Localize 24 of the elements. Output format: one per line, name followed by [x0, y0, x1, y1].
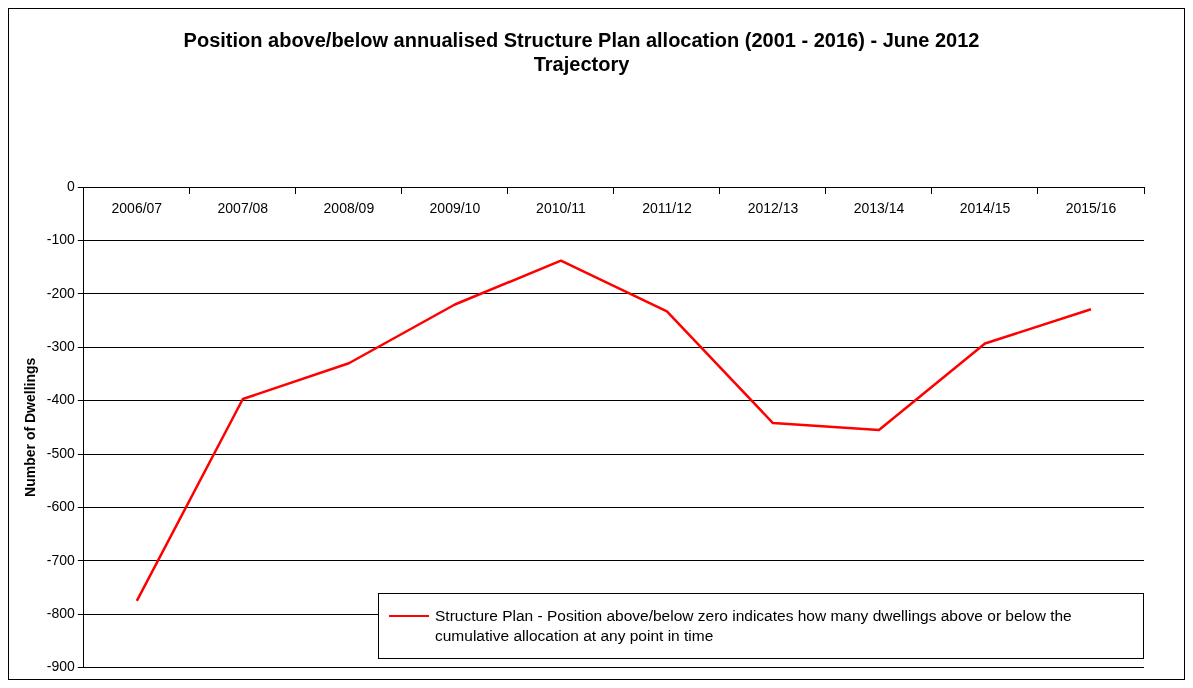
legend-label: Structure Plan - Position above/below zero indicates how many dwellings above or below the cumulative allocation at any point in time: [435, 606, 1073, 646]
x-tick-label: 2012/13: [747, 200, 799, 217]
y-tick-label: 0: [67, 177, 76, 194]
x-tick-label: 2011/12: [642, 200, 692, 217]
y-tick-label: -600: [46, 498, 76, 515]
y-tick-label: -300: [46, 338, 76, 355]
chart-title: Position above/below annualised Structure Plan allocation (2001 - 2016) - June 2012: [183, 28, 980, 51]
x-tick-label: 2008/09: [323, 200, 375, 217]
x-tick-label: 2014/15: [959, 200, 1011, 217]
y-axis-title: Number of Dwellings: [22, 357, 39, 497]
x-tick-label: 2013/14: [853, 200, 905, 217]
y-tick-label: -500: [46, 444, 76, 461]
y-tick-label: -900: [46, 658, 76, 675]
x-tick-label: 2006/07: [111, 200, 163, 217]
y-tick-label: -100: [46, 231, 76, 248]
y-tick-label: -700: [46, 551, 76, 568]
y-tick-label: -200: [46, 284, 76, 301]
y-tick-label: -800: [46, 605, 76, 622]
x-tick-label: 2015/16: [1065, 200, 1117, 217]
chart-subtitle: Trajectory: [533, 52, 631, 75]
y-tick-label: -400: [46, 391, 76, 408]
x-tick-label: 2007/08: [217, 200, 269, 217]
x-tick-label: 2010/11: [536, 200, 586, 217]
x-tick-label: 2009/10: [429, 200, 481, 217]
